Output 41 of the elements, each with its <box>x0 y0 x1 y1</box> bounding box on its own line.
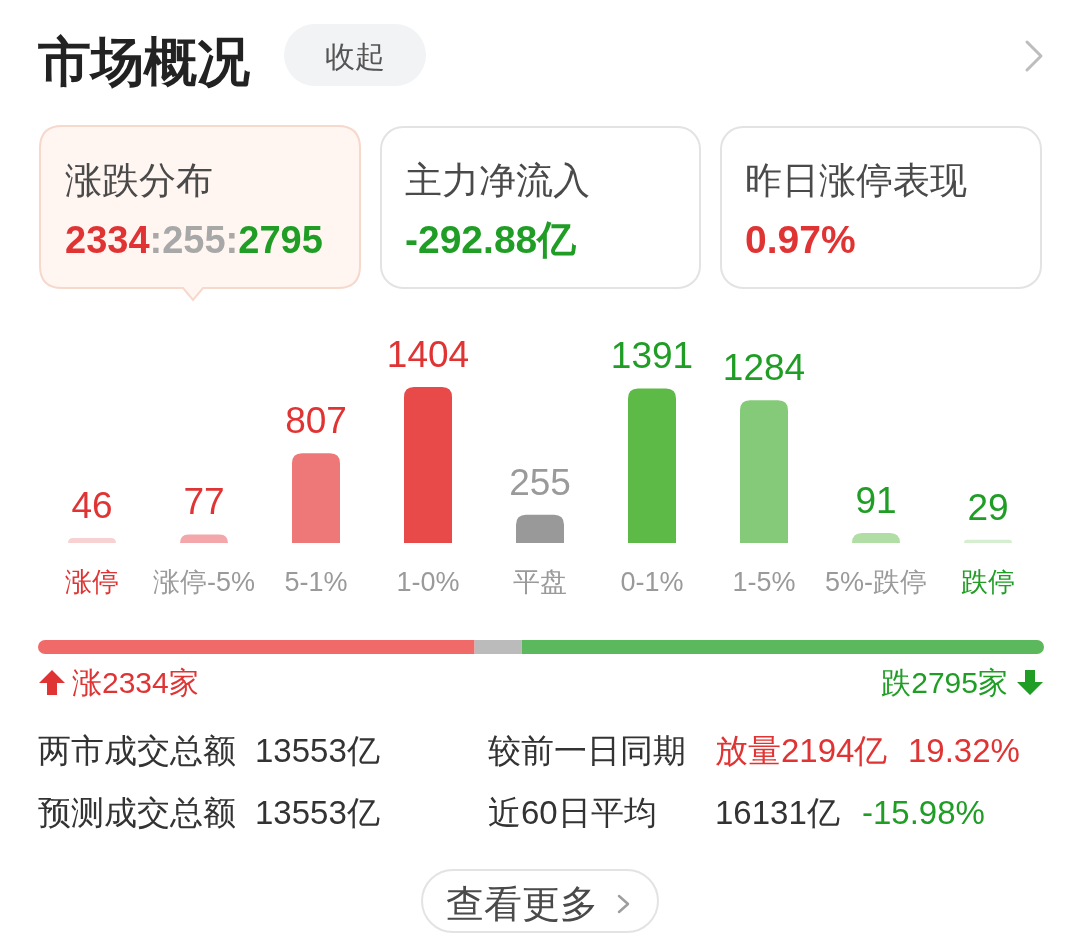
category-label: 5-1% <box>284 567 348 597</box>
annotation: 涨2334家 <box>72 666 199 699</box>
annotation: 较前一日同期 <box>488 732 686 769</box>
data-label: 807 <box>285 400 347 442</box>
data-label: 46 <box>71 484 113 526</box>
annotation: 2334 <box>65 219 150 261</box>
category-label: 1-0% <box>396 567 460 597</box>
annotation: 查看更多 <box>446 883 598 925</box>
category-label: 跌停 <box>961 567 1015 597</box>
annotation: 预测成交总额 <box>38 794 236 831</box>
data-label: 29 <box>967 486 1009 528</box>
title: 市场概况 <box>38 32 250 91</box>
annotation: -15.98% <box>862 794 985 831</box>
data-label: 1391 <box>610 335 694 377</box>
annotation: 近60日平均 <box>488 794 657 831</box>
category-label: 平盘 <box>513 567 567 597</box>
annotation: 涨跌分布 <box>65 160 213 201</box>
annotation: 昨日涨停表现 <box>745 160 967 201</box>
annotation: -292.88亿 <box>405 218 577 261</box>
annotation: 19.32% <box>908 732 1020 769</box>
data-label: 1404 <box>386 334 470 375</box>
category-label: 5%-跌停 <box>825 567 927 597</box>
category-label: 1-5% <box>732 567 796 597</box>
annotation: 13553亿 <box>255 732 380 769</box>
data-label: 255 <box>509 461 571 503</box>
annotation: 2795 <box>238 219 323 261</box>
data-label: 91 <box>855 479 897 521</box>
annotation: 主力净流入 <box>405 160 590 201</box>
annotation: 两市成交总额 <box>38 732 236 769</box>
data-label: 1284 <box>722 347 806 389</box>
annotation: 0.97% <box>745 218 856 261</box>
annotation: 跌2795家 <box>881 666 1008 699</box>
annotation: 收起 <box>325 40 385 73</box>
annotation: 16131亿 <box>715 794 840 831</box>
category-label: 涨停-5% <box>153 567 255 597</box>
annotation: :255: <box>149 219 239 261</box>
category-label: 0-1% <box>620 567 684 597</box>
annotation: 13553亿 <box>255 794 380 831</box>
annotation: 放量2194亿 <box>715 732 888 769</box>
category-label: 涨停 <box>65 567 119 597</box>
data-label: 77 <box>183 481 225 523</box>
